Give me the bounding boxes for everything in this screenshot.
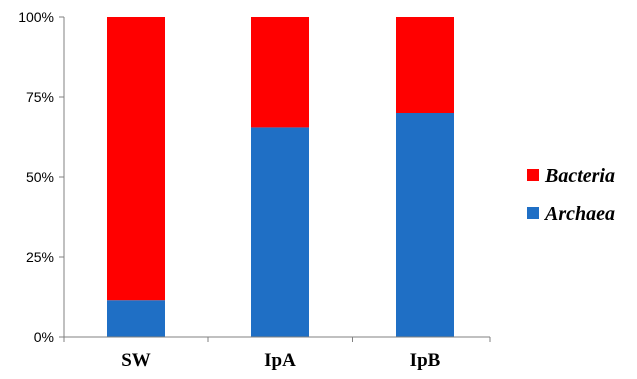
bar-archaea-sw [107,300,165,337]
y-tick-label: 50% [26,169,54,185]
bar-bacteria-ipa [251,17,309,128]
x-tick-label: SW [121,350,151,371]
y-tick-label: 0% [34,329,54,345]
legend: Bacteria Archaea [527,165,615,225]
x-tick-label: IpB [410,350,441,371]
bar-archaea-ipb [396,113,454,337]
bar-bacteria-ipb [396,17,454,113]
bars [107,17,454,338]
bar-archaea-ipa [251,127,309,338]
y-tick-label: 75% [26,89,54,105]
y-tick-label: 100% [18,9,54,25]
legend-swatch-bacteria [527,169,539,181]
x-tick-label: IpA [264,350,296,371]
legend-swatch-archaea [527,207,539,219]
x-axis: SW IpA IpB [63,336,491,371]
y-tick-label: 25% [26,249,54,265]
bar-bacteria-sw [107,17,165,301]
legend-label-bacteria: Bacteria [544,165,615,187]
legend-label-archaea: Archaea [543,203,615,225]
y-axis: 0% 25% 50% 75% 100% [18,9,65,345]
